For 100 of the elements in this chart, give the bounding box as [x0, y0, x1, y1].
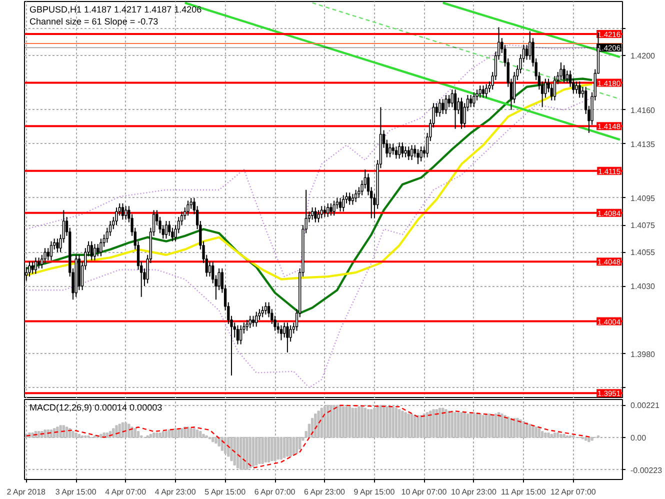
candlestick: [115, 206, 118, 226]
candlestick: [420, 146, 422, 162]
candlestick: [28, 261, 31, 278]
candlestick: [566, 70, 569, 84]
candlestick: [289, 324, 292, 342]
x-tick-label: 5 Apr 15:00: [204, 488, 246, 496]
candlestick: [56, 238, 59, 253]
candlestick: [404, 146, 407, 158]
candlestick: [46, 248, 50, 261]
candlestick: [410, 144, 414, 161]
candlestick: [264, 302, 268, 315]
x-tick-label: 10 Apr 23:00: [451, 488, 497, 496]
x-tick-label: 10 Apr 07:00: [401, 488, 448, 496]
line-series: [25, 83, 594, 280]
y-tick-label: 1.4200: [630, 52, 656, 61]
candlestick: [330, 202, 332, 216]
candlestick: [255, 311, 258, 328]
candlestick: [31, 261, 34, 274]
candlestick: [323, 206, 326, 218]
candlestick: [478, 85, 482, 98]
chart-title: GBPUSD,H1 1.4187 1.4217 1.4187 1.4206: [30, 4, 202, 14]
candlestick: [261, 306, 264, 318]
candlestick: [283, 322, 286, 338]
y-tick-label: 1.4055: [630, 248, 656, 258]
candlestick: [351, 193, 354, 206]
x-tick-label: 6 Apr 23:00: [304, 488, 346, 496]
candlestick: [342, 194, 345, 212]
candlestick: [317, 210, 320, 223]
candlestick: [246, 319, 248, 332]
x-tick-label: 3 Apr 15:00: [55, 488, 97, 496]
y-tick-label: 0.00: [630, 433, 647, 442]
candlestick: [416, 148, 420, 165]
candlestick: [248, 315, 252, 329]
candlestick: [34, 257, 38, 274]
candlestick: [394, 146, 398, 160]
candlestick: [448, 94, 450, 108]
candlestick: [338, 197, 342, 212]
candlestick: [320, 206, 323, 219]
candlestick: [236, 324, 240, 345]
candlestick: [450, 89, 454, 108]
candlestick: [472, 92, 476, 108]
candlestick: [438, 98, 442, 118]
candlestick: [553, 76, 556, 101]
annotation: MACD(12,26,9) 0.00014 0.00003: [30, 402, 162, 412]
candlestick: [401, 142, 404, 158]
candlestick: [354, 189, 358, 203]
candlestick: [280, 324, 283, 341]
candlestick: [442, 98, 444, 114]
y-tick-label: 1.4075: [630, 221, 656, 230]
candlestick: [392, 143, 394, 156]
candlestick: [454, 89, 457, 130]
candlestick: [100, 238, 102, 257]
x-tick-label: 4 Apr 07:00: [105, 488, 147, 496]
candlestick: [121, 202, 124, 220]
candlestick: [388, 143, 392, 158]
candlestick: [444, 94, 448, 114]
candlestick: [124, 206, 128, 220]
candlestick: [310, 206, 314, 220]
candlestick: [332, 200, 336, 216]
candlestick: [460, 97, 463, 130]
candlestick: [252, 315, 255, 328]
candlestick: [562, 64, 566, 84]
x-tick-label: 11 Apr 15:00: [501, 488, 546, 496]
y-tick-label: 0.00221: [630, 401, 660, 410]
candlestick: [90, 240, 93, 261]
candlestick: [286, 322, 289, 353]
candlestick: [578, 80, 581, 98]
candlestick: [348, 192, 351, 206]
candlestick: [37, 257, 40, 269]
x-tick-label: 12 Apr 07:00: [550, 488, 596, 496]
candlestick: [326, 202, 330, 218]
y-tick-label: 1.4135: [630, 140, 656, 149]
candlestick: [575, 80, 578, 94]
candlestick: [398, 142, 401, 160]
line-series: [26, 94, 599, 388]
candlestick: [560, 62, 562, 81]
x-tick-label: 4 Apr 23:00: [154, 488, 196, 496]
candlestick: [93, 244, 96, 261]
y-tick-label: 1.4030: [630, 282, 656, 292]
candlestick: [186, 200, 190, 216]
candlestick: [314, 206, 317, 223]
y-tick-label: 1.4095: [630, 194, 656, 203]
candlestick: [164, 220, 168, 240]
candlestick: [239, 324, 242, 345]
candlestick: [485, 84, 488, 98]
candlestick: [482, 85, 485, 98]
candlestick: [208, 261, 212, 278]
text: Channel size = 61 Slope = -0.73: [30, 16, 158, 26]
y-tick-label: 1.4160: [630, 106, 656, 115]
x-tick-label: 2 Apr 2018: [6, 488, 46, 496]
candlestick: [407, 146, 410, 161]
candlestick: [469, 94, 472, 108]
candlestick: [50, 240, 53, 261]
x-tick-label: 6 Apr 07:00: [254, 488, 296, 496]
y-tick-label: -0.00223: [630, 466, 663, 475]
candlestick: [528, 30, 532, 60]
candlestick: [525, 44, 528, 60]
y-tick-label: 1.3980: [630, 350, 656, 359]
x-tick-label: 9 Apr 15:00: [354, 488, 396, 496]
candlestick: [96, 244, 100, 257]
